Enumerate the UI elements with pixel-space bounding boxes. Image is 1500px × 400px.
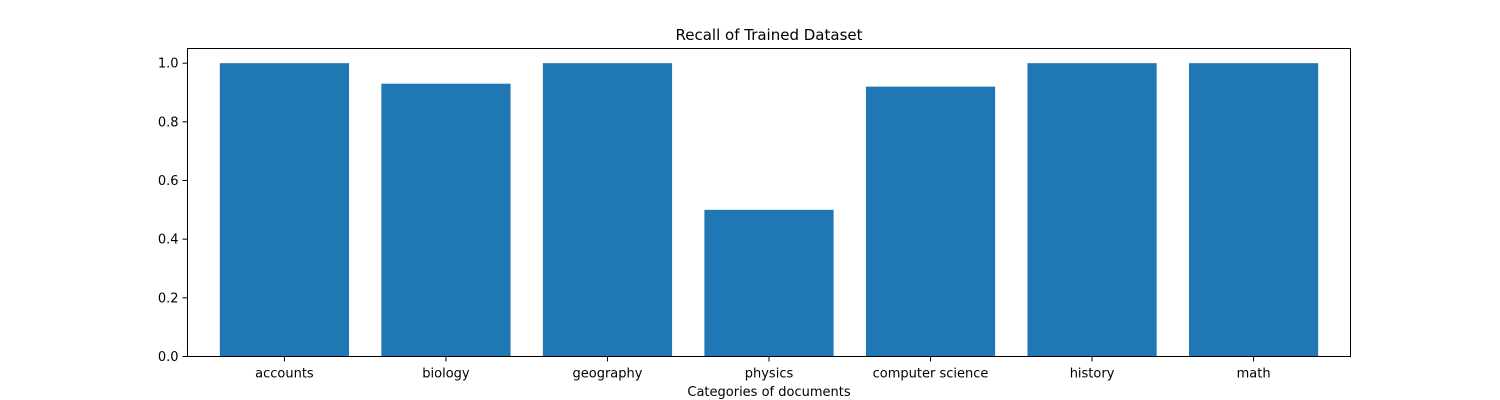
plot-frame (187, 48, 1351, 357)
chart-title: Recall of Trained Dataset (676, 26, 863, 44)
y-tick-label: 0.8 (158, 115, 179, 130)
y-tick-label: 0.0 (158, 350, 179, 365)
x-axis-label: Categories of documents (687, 385, 850, 400)
y-axis-ticks: 0.0 0.2 0.4 0.6 0.8 1.0 (158, 57, 188, 365)
y-tick-label: 0.4 (158, 233, 179, 248)
bar-accounts (219, 63, 350, 357)
x-tick-label: computer science (873, 367, 989, 382)
y-tick-label: 1.0 (158, 57, 179, 72)
bar-physics (704, 209, 834, 357)
bar-geography (542, 63, 673, 357)
x-tick-label: history (1070, 367, 1115, 382)
x-tick-label: accounts (255, 367, 314, 382)
x-axis-ticks: accounts biology geography physics computer … (255, 356, 1271, 382)
bar-math (1188, 63, 1319, 357)
bars-layer (219, 63, 1319, 357)
x-tick-label: physics (745, 367, 794, 382)
bar-biology (381, 83, 511, 357)
x-tick-label: biology (422, 367, 470, 382)
x-tick-label: geography (572, 367, 642, 382)
bar-history (1027, 63, 1157, 357)
y-tick-label: 0.2 (158, 291, 179, 306)
bar-computer-science (865, 86, 996, 357)
x-tick-label: math (1237, 367, 1271, 382)
y-tick-label: 0.6 (158, 174, 179, 189)
